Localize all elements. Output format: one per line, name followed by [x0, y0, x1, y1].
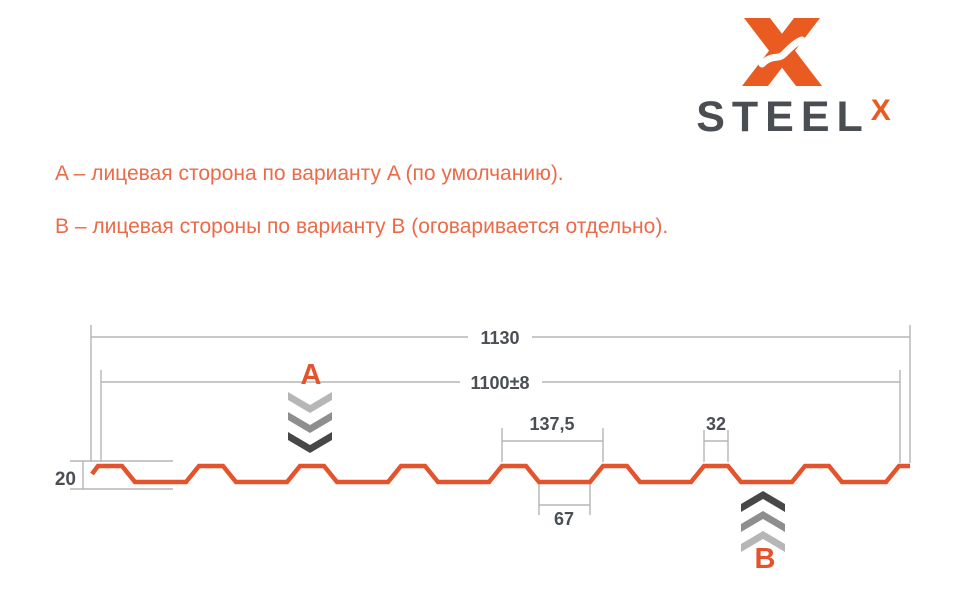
- note-variant-a: A – лицевая сторона по варианту A (по ум…: [55, 162, 564, 185]
- marker-letter-a: A: [300, 359, 322, 391]
- dim-label-overall-width: 1130: [480, 328, 520, 348]
- logo-wordmark: STEEL X: [660, 96, 920, 139]
- logo: STEEL X: [660, 14, 920, 139]
- chevron-down-dark: [288, 432, 332, 453]
- chevron-up-mid: [741, 511, 785, 532]
- dimension-lines: [70, 325, 911, 515]
- dim-label-valley-width: 67: [553, 509, 575, 529]
- dim-label-working-width: 1100±8: [470, 373, 530, 393]
- note-variant-b: B – лицевая стороны по варианту B (огова…: [55, 215, 669, 238]
- chevron-down-light: [288, 392, 332, 413]
- chevron-up-light: [741, 531, 785, 552]
- logo-brand-sup: X: [870, 94, 891, 127]
- dim-label-rib-top-width: 32: [705, 414, 727, 434]
- dim-label-rib-pitch: 137,5: [529, 414, 575, 434]
- dim-label-profile-height: 20: [54, 469, 76, 490]
- sheet-profile-line: [90, 463, 910, 485]
- logo-white-slash: [758, 36, 806, 68]
- chevron-up-dark: [741, 491, 785, 512]
- logo-x-mark-icon: [742, 18, 822, 86]
- logo-brand-text: STEEL: [696, 93, 870, 141]
- marker-letter-b: B: [754, 543, 776, 575]
- variant-a-chevrons-icon: [288, 392, 332, 453]
- variant-b-chevrons-icon: [741, 491, 785, 552]
- chevron-down-mid: [288, 412, 332, 433]
